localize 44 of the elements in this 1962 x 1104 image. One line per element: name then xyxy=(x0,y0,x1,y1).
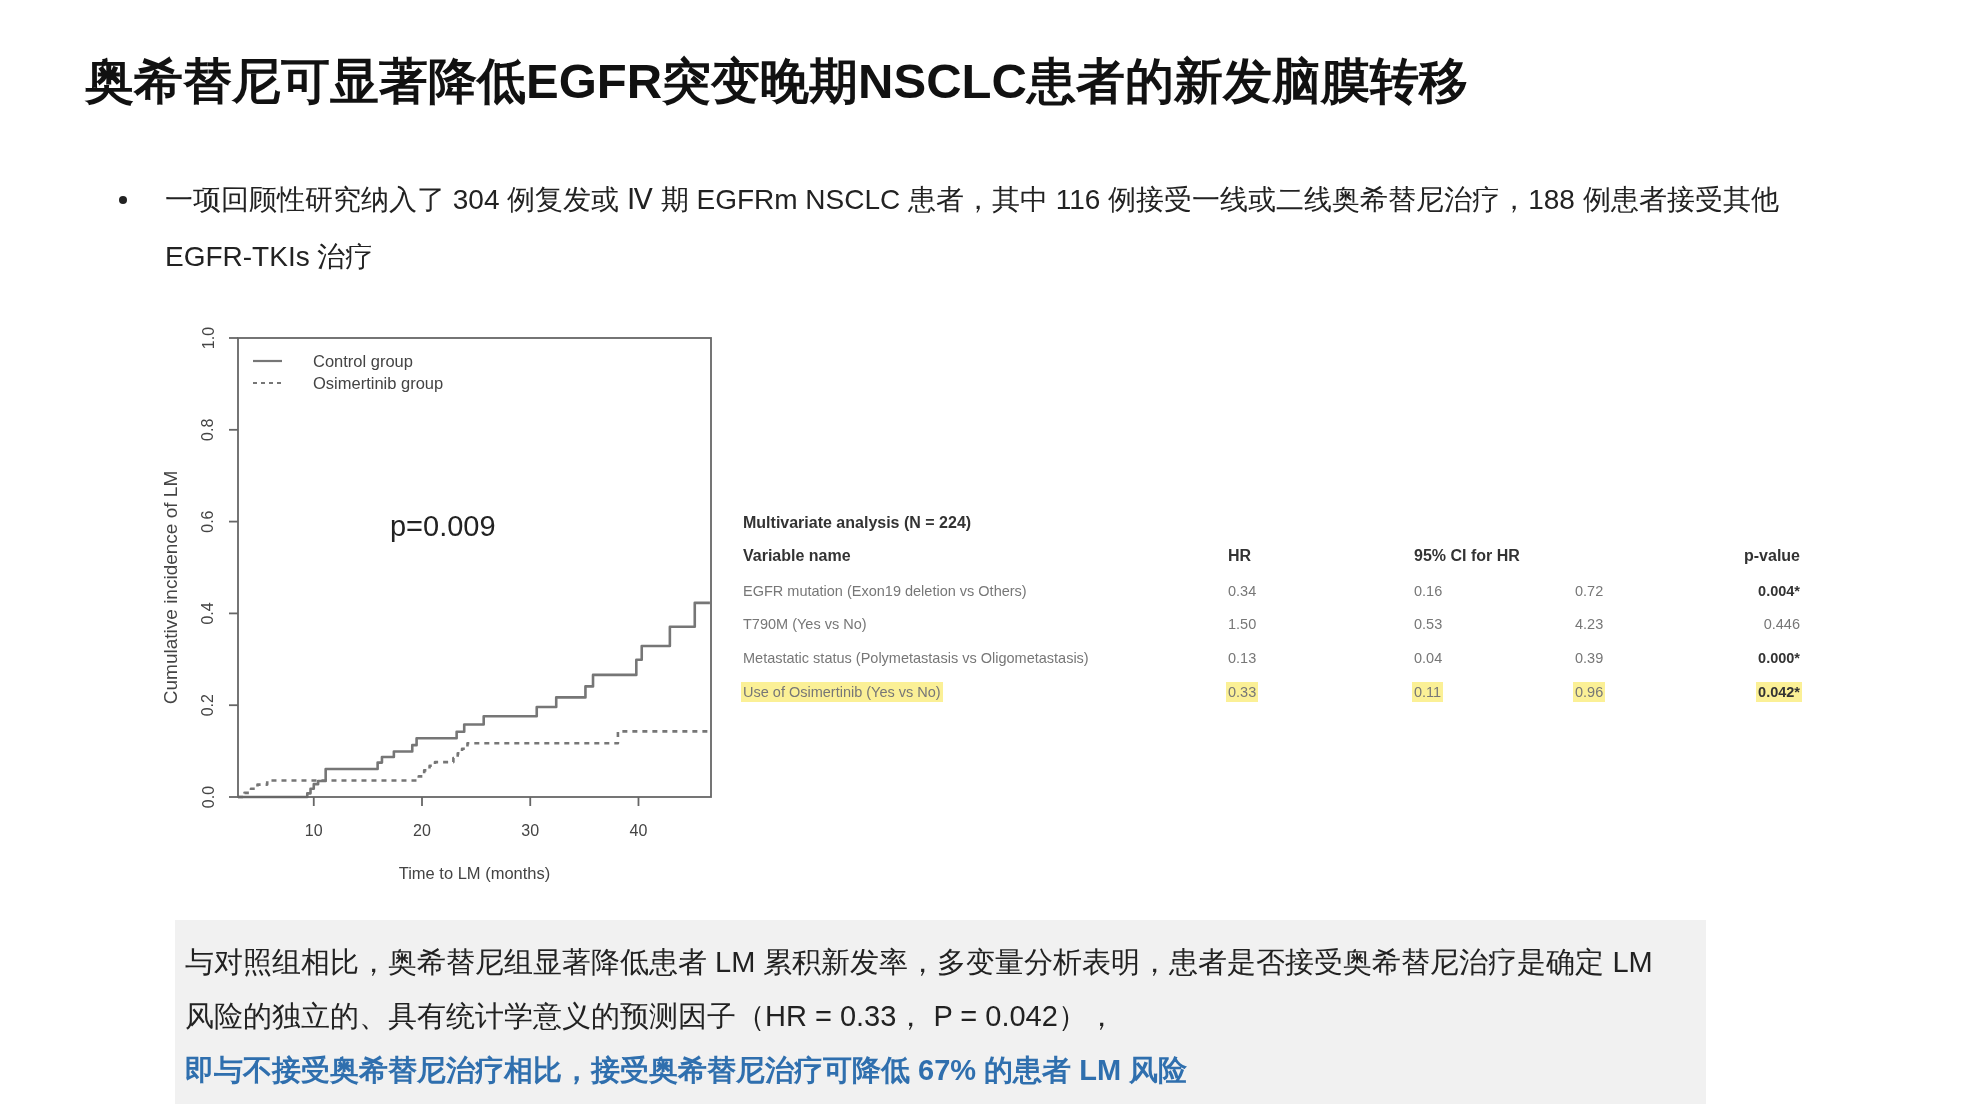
text: 0.446 xyxy=(1762,615,1801,634)
text: 4.23 xyxy=(1574,615,1605,634)
legend-label: Osimertinib group xyxy=(313,374,444,392)
text: HR xyxy=(1228,546,1252,566)
x-tick-label: 30 xyxy=(521,821,540,839)
text: 一项回顾性研究纳入了 304 例复发或 Ⅳ 期 EGFRm NSCLC 患者，其中 116 例接受一线或二线奥希替尼治疗，188 例患者接受其他 EGFR-TKIs 治疗 xyxy=(165,183,1780,274)
y-tick-label: 0.2 xyxy=(199,693,217,717)
x-axis-title: Time to LM (months) xyxy=(398,864,551,882)
text: T790M (Yes vs No) xyxy=(742,615,868,634)
text: 即与不接受奥希替尼治疗相比，接受奥希替尼治疗可降低 67% 的患者 LM 风险 xyxy=(185,1053,1189,1088)
x-tick-label: 10 xyxy=(304,821,323,839)
text: 1.50 xyxy=(1227,615,1258,634)
text: 0.000* xyxy=(1757,649,1801,668)
y-axis-title: Cumulative incidence of LM xyxy=(159,470,181,705)
text: 95% CI for HR xyxy=(1414,546,1520,566)
x-tick-label: 20 xyxy=(413,821,431,839)
text: 0.11 xyxy=(1412,682,1444,702)
text: Use of Osimertinib (Yes vs No) xyxy=(741,682,943,702)
y-tick-label: 0.8 xyxy=(199,418,217,441)
text: p-value xyxy=(1743,546,1800,566)
y-tick-label: 0.6 xyxy=(199,510,217,533)
y-tick-label: 0.4 xyxy=(199,602,217,625)
text: 0.13 xyxy=(1227,649,1258,668)
text: 0.53 xyxy=(1413,615,1444,634)
text: 0.04 xyxy=(1413,649,1444,668)
annotation: p=0.009 xyxy=(389,510,496,543)
chart-title: 奥希替尼可显著降低EGFR突变晚期NSCLC患者的新发脑膜转移 xyxy=(85,53,1468,110)
text: Variable name xyxy=(743,546,851,566)
text: 0.042* xyxy=(1756,682,1802,702)
y-tick-label: 1.0 xyxy=(199,326,217,350)
text: 0.004* xyxy=(1757,582,1801,601)
text: Multivariate analysis (N = 224) xyxy=(743,513,972,533)
text: 0.96 xyxy=(1573,682,1606,702)
text: EGFR mutation (Exon19 deletion vs Others) xyxy=(742,582,1028,601)
text: Metastatic status (Polymetastasis vs Oligometastasis) xyxy=(742,649,1090,668)
text: 与对照组相比，奥希替尼组显著降低患者 LM 累积新发率，多变量分析表明，患者是否接受奥希替尼治疗是确定 LM 风险的独立的、具有统计学意义的预测因子（HR = 0.33， P = 0.042）， xyxy=(185,945,1654,1034)
text: 0.34 xyxy=(1227,582,1258,601)
text: 0.33 xyxy=(1226,682,1259,702)
x-tick-label: 40 xyxy=(629,821,648,839)
text: 0.72 xyxy=(1574,582,1605,601)
text: 0.16 xyxy=(1413,582,1444,601)
text: 0.39 xyxy=(1574,649,1605,668)
y-tick-label: 0.0 xyxy=(199,785,217,809)
legend-label: Control group xyxy=(313,352,413,370)
